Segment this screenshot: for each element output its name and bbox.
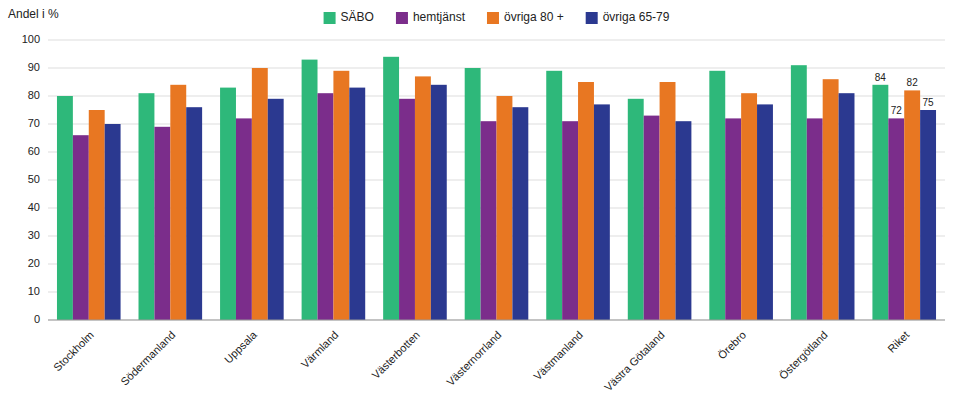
bar	[399, 99, 415, 320]
bar	[562, 121, 578, 320]
bar	[807, 118, 823, 320]
x-tick-label: Stockholm	[51, 329, 96, 374]
bar	[594, 104, 610, 320]
bar	[888, 118, 904, 320]
bar	[644, 116, 660, 320]
x-tick-label: Västmanland	[531, 329, 585, 383]
bar	[73, 135, 89, 320]
y-tick-label: 30	[28, 229, 40, 241]
bar	[105, 124, 121, 320]
legend-swatch	[487, 12, 499, 24]
legend-item: övriga 65-79	[586, 10, 670, 24]
x-tick-label: Värmland	[299, 329, 341, 371]
legend-item: SÄBO	[324, 10, 374, 24]
bar	[220, 88, 236, 320]
bar	[349, 88, 365, 320]
annotation: 75	[923, 97, 935, 108]
bar	[170, 85, 186, 320]
y-tick-label: 40	[28, 201, 40, 213]
bar	[709, 71, 725, 320]
x-tick-label: Västernorrland	[444, 329, 504, 389]
annotation: 82	[907, 77, 919, 88]
grid-line	[48, 40, 945, 41]
bar	[302, 60, 318, 320]
x-tick-label: Västra Götaland	[602, 329, 667, 394]
y-tick-label: 60	[28, 145, 40, 157]
x-axis-line	[48, 320, 945, 321]
y-tick-label: 80	[28, 89, 40, 101]
bar	[415, 76, 431, 320]
y-axis: 0 10 20 30 40 50 60 70 80 90 100	[22, 33, 40, 325]
chart-container: 0 10 20 30 40 50 60 70 80 90 100 Stockholm Södermanl…	[0, 0, 961, 416]
bar	[675, 121, 691, 320]
bar	[268, 99, 284, 320]
legend-swatch	[586, 12, 598, 24]
y-tick-label: 50	[28, 173, 40, 185]
bar	[236, 118, 252, 320]
bar	[154, 127, 170, 320]
bar	[383, 57, 399, 320]
bar	[741, 93, 757, 320]
annotations: 84 72 82 75	[875, 72, 934, 117]
y-tick-label: 100	[22, 33, 40, 45]
bar	[628, 99, 644, 320]
legend-item: övriga 80 +	[487, 10, 564, 24]
x-axis: Stockholm Södermanland Uppsala Värmland Väst…	[51, 328, 911, 393]
x-tick-label: Riket	[885, 329, 911, 355]
bar	[431, 85, 447, 320]
bar	[512, 107, 528, 320]
bar	[725, 118, 741, 320]
x-tick-label: Västerbotten	[369, 329, 422, 382]
bar	[660, 82, 676, 320]
x-tick-label: Uppsala	[222, 328, 260, 366]
bar	[89, 110, 105, 320]
grid-line	[48, 320, 945, 321]
legend-swatch	[396, 12, 408, 24]
bar	[318, 93, 334, 320]
bar	[578, 82, 594, 320]
grid-line	[48, 68, 945, 69]
bar	[139, 93, 155, 320]
y-tick-label: 20	[28, 257, 40, 269]
legend-label: SÄBO	[341, 10, 374, 24]
bar	[497, 96, 513, 320]
bar	[57, 96, 73, 320]
bar	[252, 68, 268, 320]
annotation: 84	[875, 72, 887, 83]
bar	[333, 71, 349, 320]
bar	[546, 71, 562, 320]
bar	[757, 104, 773, 320]
x-tick-label: Södermanland	[118, 329, 177, 388]
bar	[872, 85, 888, 320]
y-tick-label: 0	[34, 313, 40, 325]
grid	[48, 40, 945, 320]
x-tick-label: Örebro	[716, 329, 749, 362]
bar	[481, 121, 497, 320]
bar	[186, 107, 202, 320]
y-tick-label: 70	[28, 117, 40, 129]
legend-item: hemtjänst	[396, 10, 466, 24]
y-tick-label: 10	[28, 285, 40, 297]
legend-swatch	[324, 12, 336, 24]
legend-label: övriga 80 +	[504, 10, 564, 24]
x-tick-label: Östergötland	[777, 329, 830, 382]
y-axis-label: Andel i %	[8, 7, 59, 21]
legend-label: övriga 65-79	[603, 10, 670, 24]
y-tick-label: 90	[28, 61, 40, 73]
bar	[904, 90, 920, 320]
annotation: 72	[891, 105, 903, 116]
legend-label: hemtjänst	[413, 10, 466, 24]
bar	[823, 79, 839, 320]
legend: SÄBO hemtjänst övriga 80 + övriga 65-79	[324, 10, 670, 24]
bars	[57, 57, 936, 320]
bar	[465, 68, 481, 320]
bar	[920, 110, 936, 320]
chart: 0 10 20 30 40 50 60 70 80 90 100 Stockholm Södermanl…	[0, 0, 961, 416]
bar	[839, 93, 855, 320]
bar	[791, 65, 807, 320]
